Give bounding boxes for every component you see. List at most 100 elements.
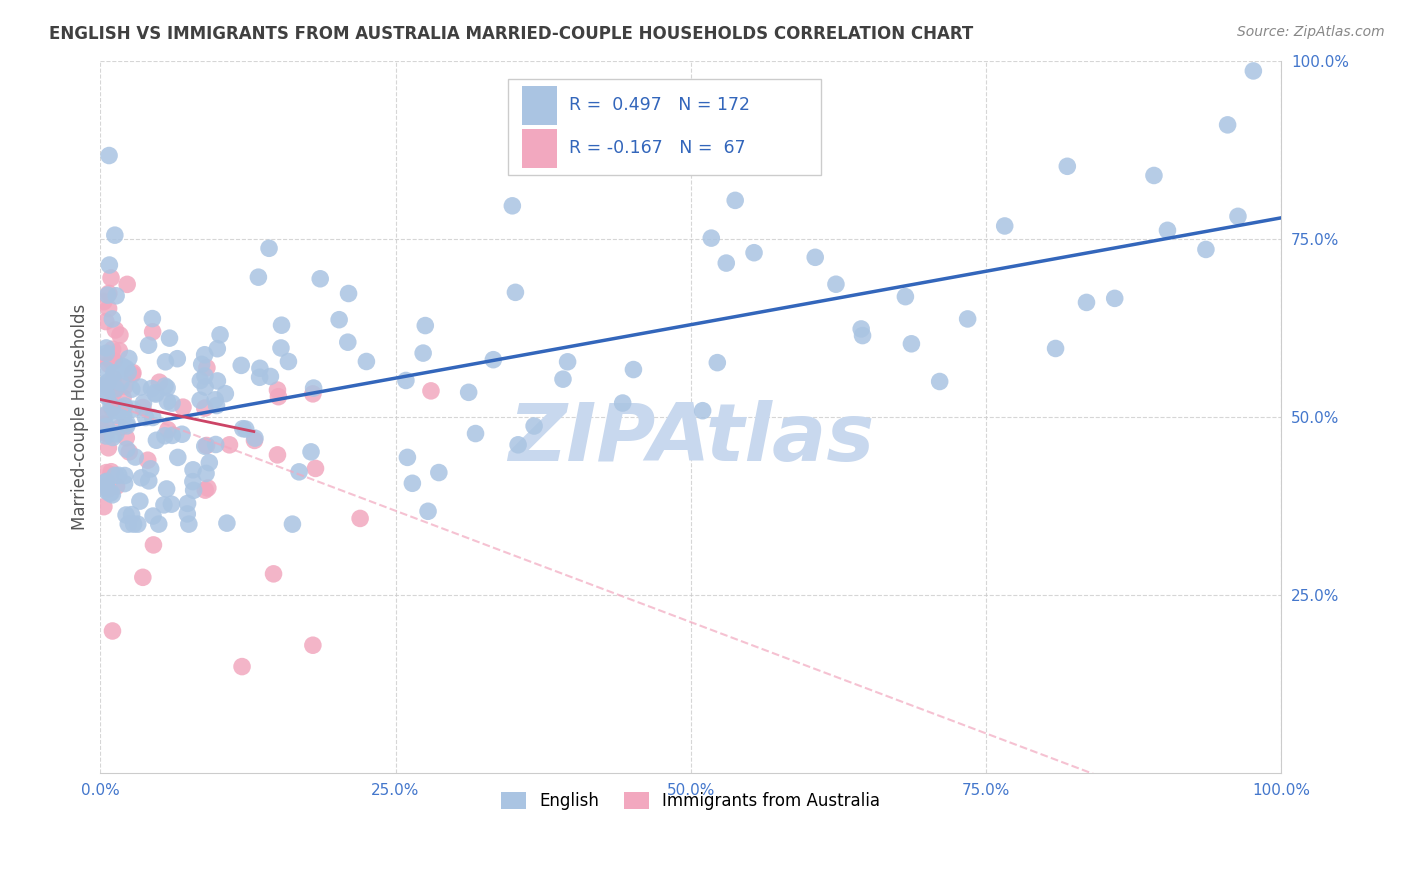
Point	[100, 271, 122, 285]
Point	[103, 366, 125, 380]
Point	[197, 481, 219, 495]
Point	[142, 325, 165, 339]
Text: R =  0.497   N = 172: R = 0.497 N = 172	[569, 96, 751, 114]
Point	[181, 463, 204, 477]
Point	[263, 566, 285, 581]
Point	[716, 256, 738, 270]
Point	[148, 517, 170, 532]
Point	[114, 399, 136, 413]
Point	[100, 383, 122, 397]
Point	[110, 401, 132, 415]
Point	[96, 376, 118, 391]
Point	[176, 507, 198, 521]
Point	[143, 385, 166, 400]
Point	[153, 379, 176, 393]
Point	[103, 385, 125, 400]
Point	[232, 422, 254, 436]
Point	[94, 350, 117, 364]
Point	[288, 465, 311, 479]
Point	[612, 396, 634, 410]
Point	[427, 466, 450, 480]
Point	[259, 369, 281, 384]
Point	[101, 430, 124, 444]
Point	[247, 270, 270, 285]
Point	[127, 517, 149, 532]
Point	[96, 475, 118, 490]
Point	[96, 466, 118, 480]
Point	[96, 341, 118, 355]
Legend: English, Immigrants from Australia: English, Immigrants from Australia	[495, 785, 887, 816]
Point	[135, 410, 157, 425]
Point	[724, 194, 747, 208]
Point	[142, 410, 165, 425]
Point	[188, 374, 211, 388]
Point	[464, 426, 486, 441]
Point	[103, 371, 125, 385]
Point	[132, 570, 155, 584]
Point	[215, 516, 238, 530]
Point	[94, 425, 117, 440]
Point	[302, 381, 325, 395]
Point	[110, 420, 132, 434]
Point	[100, 398, 122, 412]
Point	[557, 355, 579, 369]
Text: R = -0.167   N =  67: R = -0.167 N = 67	[569, 139, 745, 157]
Point	[118, 445, 141, 459]
Point	[122, 517, 145, 532]
Point	[101, 624, 124, 638]
Point	[302, 638, 325, 652]
Point	[1226, 210, 1249, 224]
Point	[623, 362, 645, 376]
Point	[207, 374, 229, 388]
Point	[194, 380, 217, 394]
Point	[337, 286, 360, 301]
Point	[103, 403, 125, 417]
Point	[170, 427, 193, 442]
Point	[111, 359, 134, 374]
Point	[100, 467, 122, 482]
Point	[956, 312, 979, 326]
Point	[1045, 342, 1067, 356]
Point	[112, 391, 135, 405]
Point	[177, 517, 200, 532]
Point	[190, 357, 212, 371]
Point	[107, 468, 129, 483]
Point	[281, 517, 304, 532]
Point	[138, 338, 160, 352]
Point	[94, 315, 117, 329]
Point	[148, 375, 170, 389]
Point	[501, 199, 523, 213]
Point	[700, 231, 723, 245]
Point	[413, 318, 436, 333]
Point	[96, 363, 118, 377]
Point	[132, 396, 155, 410]
Point	[396, 450, 419, 465]
Point	[160, 396, 183, 410]
Text: Source: ZipAtlas.com: Source: ZipAtlas.com	[1237, 25, 1385, 39]
Point	[98, 148, 121, 162]
Point	[121, 382, 143, 396]
Bar	[522, 128, 557, 168]
Point	[231, 359, 253, 373]
Point	[96, 390, 118, 404]
Point	[309, 272, 332, 286]
Point	[132, 401, 155, 415]
Point	[214, 386, 236, 401]
Point	[96, 380, 118, 394]
Point	[299, 445, 322, 459]
Point	[104, 323, 127, 337]
Point	[101, 488, 124, 502]
Point	[207, 342, 229, 356]
Point	[194, 368, 217, 383]
Point	[523, 419, 546, 434]
Point	[101, 401, 124, 415]
Point	[328, 312, 350, 326]
Point	[194, 348, 217, 362]
Point	[93, 409, 115, 424]
Point	[101, 401, 124, 416]
Point	[101, 312, 124, 326]
Point	[1241, 64, 1264, 78]
Point	[96, 419, 118, 434]
Point	[336, 335, 359, 350]
Point	[110, 376, 132, 390]
